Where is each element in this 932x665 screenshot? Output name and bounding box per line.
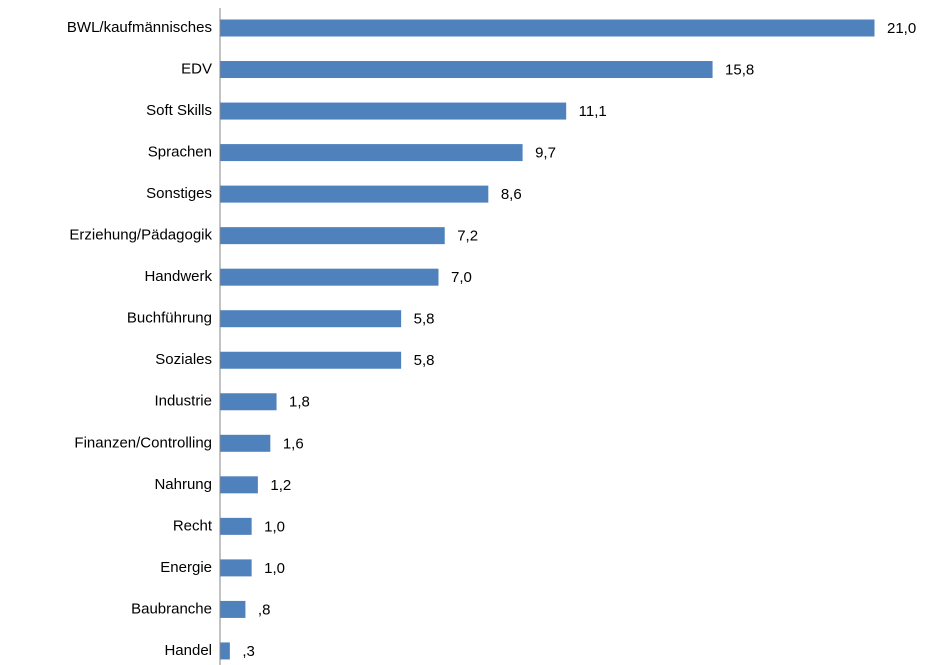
category-label: Handwerk [144, 268, 212, 285]
bar [220, 310, 402, 328]
category-label: Recht [173, 517, 213, 534]
category-label: BWL/kaufmännisches [67, 19, 212, 36]
bar [220, 351, 402, 369]
value-label: 7,2 [457, 228, 478, 245]
bar [220, 102, 567, 120]
value-label: 1,8 [289, 394, 310, 411]
value-label: 7,0 [451, 269, 472, 286]
bar [220, 268, 439, 286]
bar [220, 476, 258, 494]
category-label: Soft Skills [146, 102, 212, 119]
category-label: Handel [164, 642, 212, 659]
bar [220, 393, 277, 411]
value-label: 21,0 [887, 20, 916, 37]
category-label: Sprachen [148, 144, 212, 161]
bar [220, 185, 489, 203]
bar [220, 517, 252, 535]
bar [220, 144, 523, 162]
value-label: ,3 [242, 643, 255, 660]
bar [220, 227, 445, 245]
bar [220, 559, 252, 577]
value-label: 15,8 [725, 61, 754, 78]
bar [220, 61, 713, 79]
value-label: 9,7 [535, 145, 556, 162]
bar [220, 642, 230, 660]
category-label: Finanzen/Controlling [74, 434, 212, 451]
value-label: ,8 [258, 601, 271, 618]
bar [220, 434, 271, 452]
value-label: 5,8 [414, 311, 435, 328]
category-label: Buchführung [127, 310, 212, 327]
category-label: Soziales [155, 351, 212, 368]
value-label: 1,0 [264, 518, 285, 535]
value-label: 1,0 [264, 560, 285, 577]
category-label: Sonstiges [146, 185, 212, 202]
value-label: 8,6 [501, 186, 522, 203]
category-label: Baubranche [131, 600, 212, 617]
value-label: 1,2 [270, 477, 291, 494]
category-label: EDV [181, 60, 212, 77]
value-label: 5,8 [414, 352, 435, 369]
bar [220, 19, 875, 37]
category-label: Nahrung [154, 476, 212, 493]
value-label: 1,6 [283, 435, 304, 452]
value-label: 11,1 [579, 103, 607, 120]
category-label: Industrie [154, 393, 212, 410]
bar [220, 600, 246, 618]
category-label: Erziehung/Pädagogik [69, 227, 212, 244]
category-label: Energie [160, 559, 212, 576]
